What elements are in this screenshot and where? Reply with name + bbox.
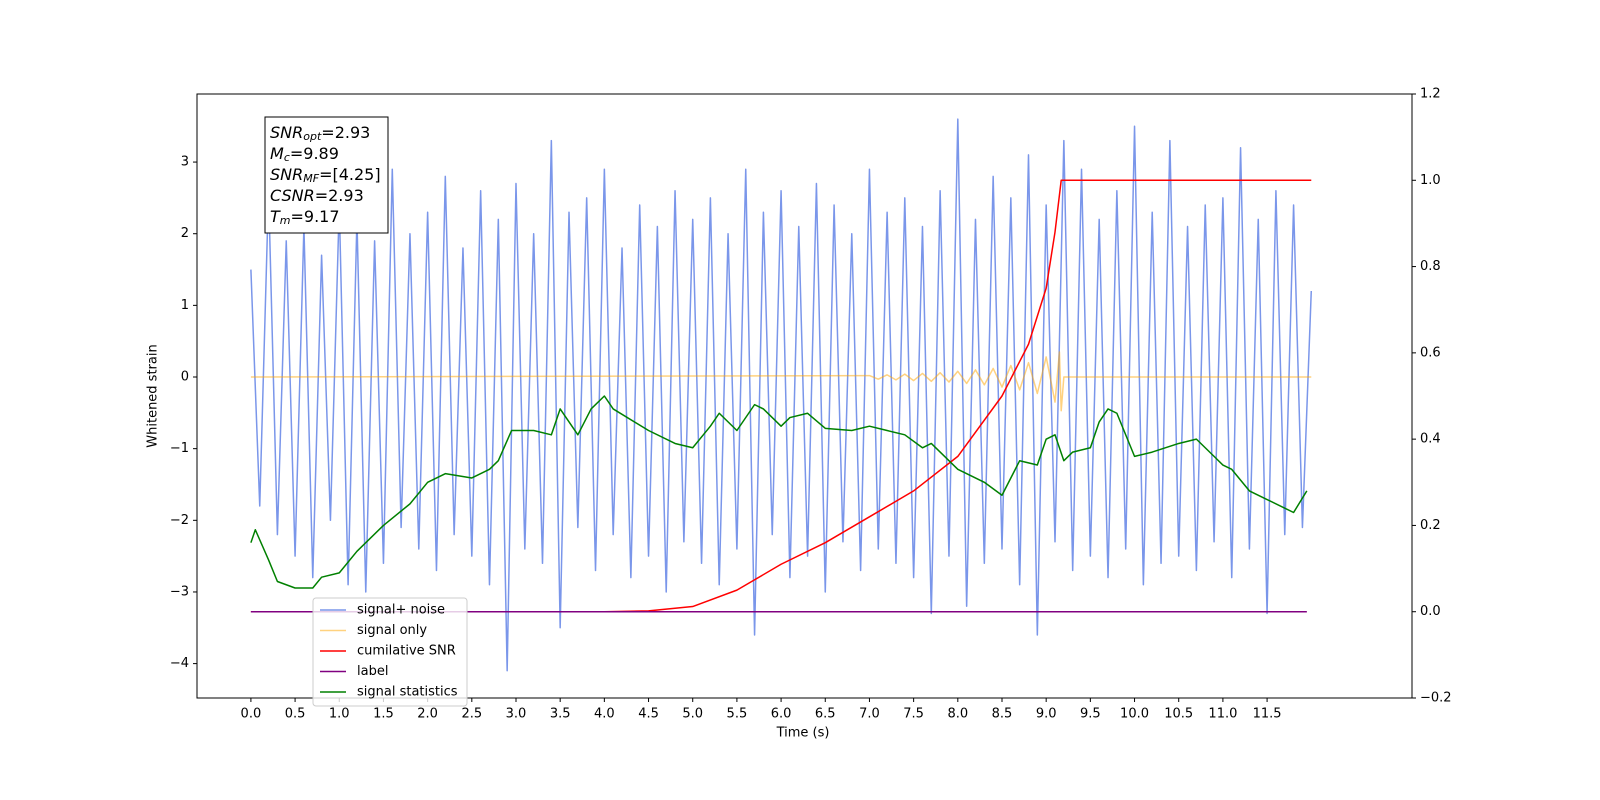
annotation-subscript: MF (303, 172, 319, 185)
x-tick-label: 9.5 (1080, 707, 1101, 722)
x-tick-label: 8.0 (947, 707, 968, 722)
x-tick-label: 11.5 (1253, 707, 1282, 722)
series-line (250, 395, 1308, 589)
y2-tick-label: 0.2 (1420, 518, 1441, 533)
x-tick-label: 4.0 (594, 707, 615, 722)
annotation-symbol: CSNR (270, 186, 315, 205)
x-tick-label: 3.5 (550, 707, 571, 722)
y2-tick-label: 0.6 (1420, 345, 1441, 360)
y2-tick-label: 1.2 (1420, 87, 1441, 102)
annotation-subscript: m (280, 214, 291, 227)
annotation-line: Mc=9.89 (270, 144, 339, 165)
annotation-line: SNRMF=[4.25] (270, 165, 381, 186)
x-tick-label: 8.5 (992, 707, 1013, 722)
x-tick-label: 0.0 (241, 707, 262, 722)
x-tick-label: 7.5 (903, 707, 924, 722)
legend-label: signal statistics (357, 685, 458, 700)
x-tick-label: 5.0 (682, 707, 703, 722)
x-tick-label: 7.0 (859, 707, 880, 722)
series-line (250, 179, 1312, 613)
series-line (250, 118, 1313, 672)
x-tick-label: 11.0 (1208, 707, 1237, 722)
y2-tick-label: −0.2 (1420, 691, 1452, 706)
x-tick-label: 1.5 (373, 707, 394, 722)
x-tick-label: 10.5 (1164, 707, 1193, 722)
legend-label: signal only (357, 623, 427, 638)
x-tick-label: 5.5 (727, 707, 748, 722)
annotation-symbol: M (270, 144, 284, 163)
series-line (250, 351, 1312, 412)
y2-tick-label: 0.4 (1420, 432, 1441, 447)
x-tick-label: 10.0 (1120, 707, 1149, 722)
y-axis-label: Whitened strain (146, 344, 161, 447)
x-tick-label: 4.5 (638, 707, 659, 722)
annotation-subscript: c (284, 151, 290, 164)
x-tick-label: 9.0 (1036, 707, 1057, 722)
plot-frame (196, 93, 1413, 699)
y-tick-label: −4 (170, 656, 189, 671)
legend-box (312, 597, 468, 707)
x-tick-label: 2.0 (417, 707, 438, 722)
x-tick-label: 6.5 (815, 707, 836, 722)
x-tick-label: 2.5 (461, 707, 482, 722)
x-tick-label: 6.0 (771, 707, 792, 722)
y2-tick-label: 0.0 (1420, 604, 1441, 619)
x-tick-label: 0.5 (285, 707, 306, 722)
legend-label: label (357, 664, 388, 679)
annotation-symbol: SNR (270, 165, 303, 184)
x-tick-label: 1.0 (329, 707, 350, 722)
annotation-box (264, 116, 389, 234)
y-tick-label: 0 (181, 370, 189, 385)
y-tick-label: 1 (181, 298, 189, 313)
y-tick-label: 2 (181, 226, 189, 241)
annotation-symbol: T (270, 207, 281, 226)
annotation-line: CSNR=2.93 (270, 186, 364, 205)
legend-label: signal+ noise (357, 603, 445, 618)
y-tick-label: −3 (170, 584, 189, 599)
annotation-subscript: opt (303, 130, 322, 143)
annotation-line: SNRopt=2.93 (270, 123, 370, 144)
y2-tick-label: 0.8 (1420, 259, 1441, 274)
annotation-line: Tm=9.17 (270, 207, 340, 228)
annotation-value: =[4.25] (319, 165, 381, 184)
y-tick-label: −1 (170, 441, 189, 456)
annotation-value: =2.93 (321, 123, 370, 142)
y2-tick-label: 1.0 (1420, 173, 1441, 188)
annotation-value: =2.93 (315, 186, 364, 205)
x-tick-label: 3.0 (506, 707, 527, 722)
annotation-value: =9.17 (291, 207, 340, 226)
annotation-symbol: SNR (270, 123, 303, 142)
x-axis-label: Time (s) (776, 726, 830, 741)
y-tick-label: −2 (170, 513, 189, 528)
annotation-value: =9.89 (290, 144, 339, 163)
legend-label: cumilative SNR (357, 644, 456, 659)
y-tick-label: 3 (181, 155, 189, 170)
legend: signal+ noise signal only cumilative SNR la… (312, 597, 468, 707)
